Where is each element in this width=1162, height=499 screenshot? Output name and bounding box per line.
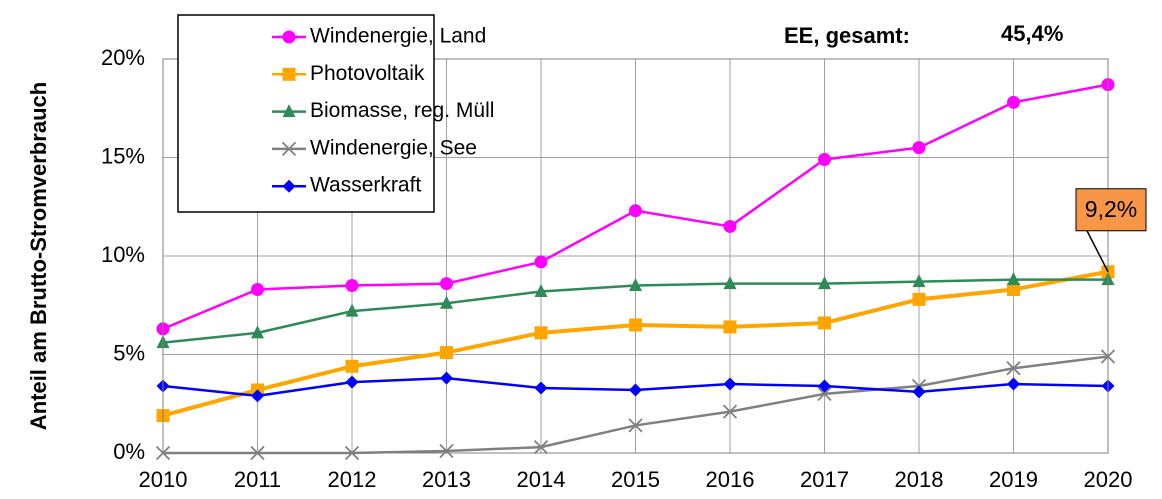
marker (1007, 377, 1020, 391)
plot-frame (162, 58, 1109, 454)
y-tick-label: 0% (113, 439, 145, 464)
marker (912, 141, 926, 155)
marker (1007, 272, 1020, 286)
legend-label: Biomasse, reg. Müll (310, 99, 494, 122)
marker (1006, 361, 1021, 376)
x-tick-label: 2019 (989, 467, 1038, 492)
x-tick-label: 2018 (895, 467, 944, 492)
x-tick-label: 2016 (706, 467, 755, 492)
y-tick-label: 15% (101, 143, 145, 168)
y-tick-label: 5% (113, 340, 145, 365)
marker (282, 30, 296, 44)
marker (345, 279, 359, 293)
x-tick-label: 2014 (517, 467, 566, 492)
callout-box (1075, 188, 1147, 232)
marker (629, 318, 642, 332)
marker (723, 276, 737, 290)
marker (282, 104, 296, 118)
marker (251, 389, 264, 403)
legend-label: Windenergie, Land (310, 25, 486, 48)
y-tick-label: 10% (101, 242, 145, 267)
marker (818, 316, 831, 330)
marker (534, 283, 548, 297)
x-tick-label: 2013 (422, 467, 471, 492)
marker (629, 383, 642, 397)
marker (440, 295, 453, 309)
marker (912, 274, 926, 288)
legend-label: Wasserkraft (310, 174, 421, 197)
annotation: 45,4% (1001, 21, 1063, 46)
x-tick-label: 2017 (800, 467, 849, 492)
marker (534, 381, 548, 395)
marker (723, 377, 737, 391)
x-tick-label: 2011 (234, 467, 281, 492)
marker (251, 325, 264, 339)
marker (723, 219, 737, 233)
marker (818, 152, 831, 166)
marker (282, 179, 296, 193)
marker (912, 292, 926, 306)
marker (912, 385, 926, 399)
marker (722, 404, 738, 419)
marker (817, 386, 832, 402)
marker (345, 375, 359, 389)
marker (534, 326, 548, 340)
marker (629, 278, 642, 292)
x-tick-label: 2012 (328, 467, 377, 492)
marker (1007, 95, 1020, 109)
callout-line (1086, 230, 1109, 273)
annotation: 9,2% (1085, 196, 1137, 222)
y-tick-label: 20% (101, 45, 145, 70)
marker (439, 443, 454, 459)
marker (628, 418, 643, 433)
legend-box (177, 14, 435, 213)
marker (818, 379, 831, 393)
annotation: EE, gesamt: (784, 23, 910, 48)
legend-label: Photovoltaik (310, 62, 425, 85)
marker (345, 359, 359, 373)
marker (281, 141, 297, 157)
x-tick-label: 2015 (611, 467, 660, 492)
legend-label: Windenergie, See (310, 136, 477, 159)
marker (440, 277, 453, 291)
y-axis-label: Anteil am Brutto-Stromverbrauch (26, 82, 51, 430)
marker (440, 371, 453, 385)
marker (723, 320, 737, 334)
marker (1007, 282, 1020, 296)
marker (533, 439, 549, 455)
marker (629, 204, 642, 218)
marker (251, 282, 264, 296)
x-tick-label: 2020 (1084, 467, 1133, 492)
marker (818, 276, 831, 290)
marker (282, 67, 296, 81)
marker (345, 303, 359, 317)
x-tick-label: 2010 (139, 467, 188, 492)
marker (440, 346, 453, 360)
marker (534, 255, 548, 269)
